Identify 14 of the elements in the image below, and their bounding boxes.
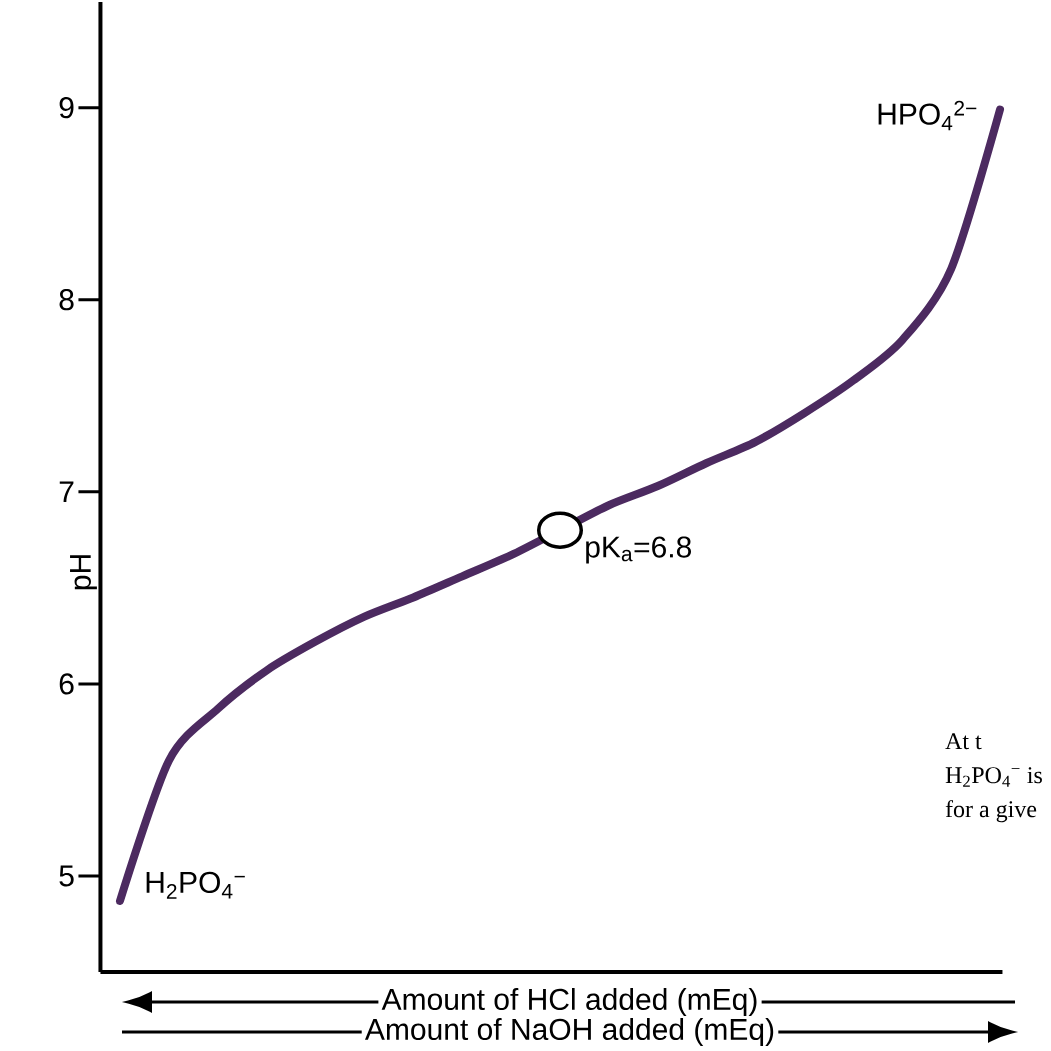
y-axis-title: pH [70,555,97,590]
text: Amount of HCl added (mEq) [381,988,757,1016]
annotation: H$_{2}$PO$_{4}$− [146,871,245,899]
y-tick-label: 5 [59,865,74,887]
y-tick-label: 7 [59,481,74,503]
annotation: HPO$_{4}$2− [878,100,977,131]
annotation: At t [945,733,982,750]
y-tick-label: 6 [59,673,74,695]
annotation: for a give [945,800,1037,823]
y-tick-label: 8 [59,289,74,311]
y-tick-label: 9 [59,97,74,119]
x-axis-title: Amount of NaOH added (mEq) [364,1018,774,1046]
annotation: pK$_{a}$=6.8 [586,536,692,564]
annotation: H$_{2}$PO$_{4}$$^{−}$ is [945,767,1042,787]
